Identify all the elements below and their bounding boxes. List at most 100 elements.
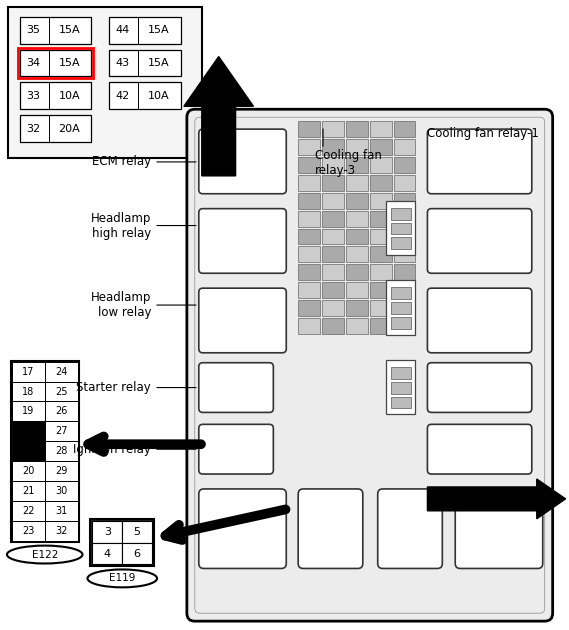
Bar: [12, 382, 45, 401]
Bar: [12, 521, 45, 541]
Bar: [394, 139, 415, 155]
Bar: [298, 139, 320, 155]
Bar: [394, 121, 415, 137]
Bar: [370, 318, 391, 334]
Polygon shape: [427, 479, 566, 518]
FancyBboxPatch shape: [427, 209, 532, 273]
Bar: [298, 210, 320, 227]
Bar: [45, 481, 77, 501]
Bar: [346, 229, 368, 244]
Bar: [322, 300, 344, 316]
Bar: [20, 83, 92, 109]
Bar: [322, 282, 344, 298]
Bar: [346, 193, 368, 209]
Ellipse shape: [7, 546, 83, 563]
Bar: [109, 50, 181, 76]
FancyBboxPatch shape: [298, 489, 363, 568]
Polygon shape: [184, 57, 253, 176]
Text: 42: 42: [116, 91, 130, 101]
Bar: [322, 121, 344, 137]
Bar: [90, 518, 154, 566]
Text: 5: 5: [134, 527, 141, 537]
Bar: [370, 175, 391, 191]
Text: 24: 24: [55, 367, 67, 377]
Bar: [346, 139, 368, 155]
Text: 22: 22: [22, 506, 35, 516]
Bar: [11, 361, 79, 542]
Bar: [391, 382, 410, 394]
Bar: [109, 83, 181, 109]
Bar: [45, 421, 77, 441]
Text: 23: 23: [22, 525, 35, 536]
Bar: [391, 396, 410, 408]
FancyBboxPatch shape: [199, 129, 286, 194]
Text: Cooling fan
relay-3: Cooling fan relay-3: [315, 149, 382, 177]
Text: 20: 20: [22, 466, 35, 476]
Text: 15A: 15A: [148, 58, 170, 68]
Bar: [18, 48, 93, 78]
Text: 28: 28: [55, 446, 67, 456]
Text: E119: E119: [109, 573, 135, 583]
Bar: [20, 115, 92, 142]
Bar: [346, 210, 368, 227]
Bar: [394, 300, 415, 316]
FancyBboxPatch shape: [199, 288, 286, 353]
Text: 10A: 10A: [59, 91, 80, 101]
FancyBboxPatch shape: [427, 129, 532, 194]
Text: E122: E122: [31, 549, 58, 559]
Bar: [298, 246, 320, 262]
Bar: [298, 157, 320, 173]
Text: 29: 29: [55, 466, 67, 476]
Bar: [20, 17, 92, 43]
Bar: [391, 317, 410, 329]
Text: 17: 17: [22, 367, 35, 377]
Text: 33: 33: [27, 91, 40, 101]
Bar: [346, 121, 368, 137]
Bar: [322, 246, 344, 262]
Bar: [122, 542, 152, 564]
Bar: [322, 318, 344, 334]
Text: 15A: 15A: [148, 25, 170, 35]
Bar: [346, 300, 368, 316]
Bar: [122, 521, 152, 542]
Text: 32: 32: [55, 525, 67, 536]
Bar: [45, 401, 77, 421]
FancyBboxPatch shape: [199, 209, 286, 273]
Bar: [346, 265, 368, 280]
Ellipse shape: [88, 570, 157, 587]
Text: 18: 18: [22, 387, 35, 396]
Bar: [92, 521, 122, 542]
Bar: [45, 382, 77, 401]
Bar: [12, 421, 45, 441]
Bar: [394, 175, 415, 191]
Text: 21: 21: [22, 486, 35, 496]
Text: 30: 30: [55, 486, 67, 496]
Bar: [370, 121, 391, 137]
Bar: [298, 121, 320, 137]
Text: Headlamp
low relay: Headlamp low relay: [90, 291, 151, 319]
Bar: [391, 302, 410, 314]
Text: Starter relay: Starter relay: [76, 381, 151, 394]
Bar: [391, 238, 410, 249]
Text: 34: 34: [26, 58, 40, 68]
FancyBboxPatch shape: [378, 489, 442, 568]
Text: 31: 31: [55, 506, 67, 516]
Bar: [322, 175, 344, 191]
Bar: [45, 461, 77, 481]
Text: 26: 26: [55, 406, 67, 416]
Bar: [45, 501, 77, 521]
Bar: [298, 300, 320, 316]
Bar: [370, 229, 391, 244]
Bar: [298, 318, 320, 334]
FancyBboxPatch shape: [199, 489, 286, 568]
Text: 15A: 15A: [59, 25, 80, 35]
Bar: [370, 300, 391, 316]
Bar: [12, 461, 45, 481]
Bar: [298, 193, 320, 209]
Bar: [45, 362, 77, 382]
FancyBboxPatch shape: [199, 363, 273, 413]
Bar: [322, 193, 344, 209]
Bar: [45, 521, 77, 541]
Bar: [394, 265, 415, 280]
Bar: [322, 210, 344, 227]
